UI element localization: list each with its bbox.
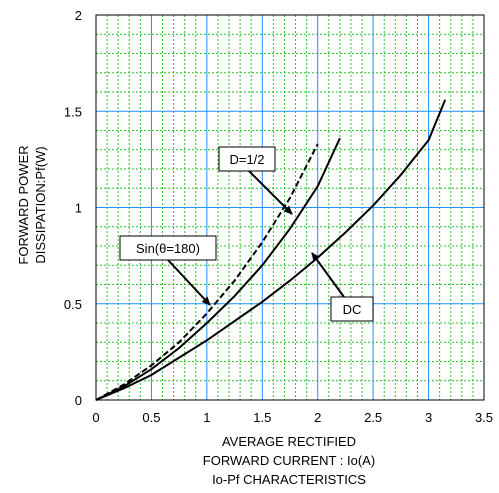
x-tick-label: 1.5 (253, 410, 271, 425)
annotation-label-sin-180: Sin(θ=180) (136, 241, 200, 256)
annotation-box-dc (330, 296, 374, 322)
chart-title: Io-Pf CHARACTERISTICS (212, 472, 366, 487)
x-axis-title-line-1: AVERAGE RECTIFIED (222, 434, 356, 449)
x-tick-label: 3 (425, 410, 432, 425)
y-tick-label: 2 (75, 8, 82, 23)
series-line-sin-180 (95, 143, 319, 401)
x-tick-label: 1 (203, 410, 210, 425)
y-tick-label: 1.5 (64, 104, 82, 119)
annotation-label-dc: DC (343, 302, 362, 317)
annotation-arrow-dc (311, 252, 345, 298)
annotation-label-d-1-2: D=1/2 (229, 152, 264, 167)
x-tick-label: 2 (314, 410, 321, 425)
tick-labels: 0 0.5 1 1.5 2 2.5 3 3.5 0 0.5 1 1.5 2 (64, 8, 493, 425)
y-tick-label: 1 (75, 201, 82, 216)
annotation-box-sin-180 (119, 235, 217, 261)
annotation-arrow-d-1-2 (248, 170, 293, 215)
major-grid (96, 15, 484, 400)
annotation-box-d-1-2 (218, 146, 276, 172)
annotation-arrow-sin-180 (167, 259, 211, 306)
x-tick-label: 0 (92, 410, 99, 425)
series-line-d-1-2 (95, 137, 341, 401)
y-axis-title-line-2: DISSIPATION:Pf(W) (33, 146, 48, 263)
annotations: D=1/2 Sin(θ=180) DC (119, 146, 374, 322)
y-axis-title-line-1: FORWARD POWER (16, 145, 31, 264)
series-layer (95, 99, 447, 401)
x-axis-title-line-2: FORWARD CURRENT : Io(A) (203, 453, 375, 468)
x-tick-label: 2.5 (364, 410, 382, 425)
y-tick-label: 0.5 (64, 297, 82, 312)
plot-frame (95, 14, 485, 401)
x-tick-label: 0.5 (142, 410, 160, 425)
x-tick-label: 3.5 (475, 410, 493, 425)
series-line-dc (95, 99, 447, 401)
y-tick-label: 0 (75, 393, 82, 408)
